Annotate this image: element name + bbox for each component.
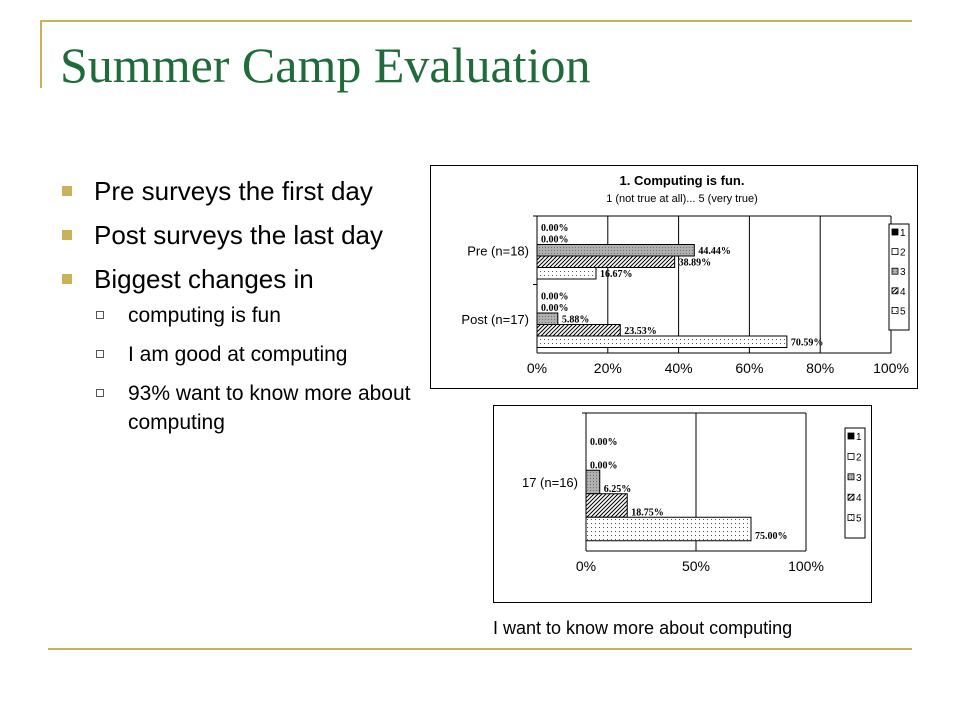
x-tick-label: 80% xyxy=(806,360,834,376)
legend-swatch xyxy=(891,228,899,236)
bar xyxy=(536,244,695,257)
bullet-item: Biggest changes in xyxy=(60,263,420,295)
legend-box xyxy=(888,223,910,331)
x-tick-label: 40% xyxy=(665,360,693,376)
data-label: 0.00% xyxy=(541,223,569,234)
sub-bullet-item: computing is fun xyxy=(94,301,428,330)
legend-label: 2 xyxy=(900,248,906,259)
data-label: 6.25% xyxy=(604,484,632,495)
x-tick-label: 100% xyxy=(873,360,909,376)
legend: 1 2 3 4 5 xyxy=(888,223,910,331)
bullet-list: Pre surveys the first day Post surveys t… xyxy=(60,175,420,447)
data-label: 5.88% xyxy=(562,315,590,326)
bar xyxy=(536,267,597,280)
sub-bullet-item: 93% want to know more about computing xyxy=(94,379,428,437)
data-label: 23.53% xyxy=(624,326,657,337)
data-label: 38.89% xyxy=(679,258,712,269)
chart-caption: I want to know more about computing xyxy=(493,618,793,638)
legend-label: 4 xyxy=(900,287,906,298)
data-label: 0.00% xyxy=(590,460,618,471)
chart-svg: 1. Computing is fun. 1 (not true at all).… xyxy=(461,173,910,376)
category-label: 17 (n=16) xyxy=(522,475,578,490)
square-bullet-icon xyxy=(62,274,72,284)
legend-label: 4 xyxy=(856,493,862,504)
legend-label: 5 xyxy=(900,306,906,317)
sub-bullet-text: computing is fun xyxy=(128,304,281,327)
data-label: 16.67% xyxy=(600,269,633,280)
hollow-square-bullet-icon xyxy=(96,350,104,358)
bullet-text: Biggest changes in xyxy=(94,264,314,294)
legend: 1 2 3 4 5 xyxy=(844,427,866,539)
legend-swatch xyxy=(847,493,855,501)
data-label: 75.00% xyxy=(755,531,788,542)
square-bullet-icon xyxy=(62,230,72,240)
bottom-rule xyxy=(48,648,912,650)
hollow-square-bullet-icon xyxy=(96,389,104,397)
x-tick-label: 50% xyxy=(682,558,710,574)
legend-swatch xyxy=(891,306,899,314)
x-tick-label: 20% xyxy=(594,360,622,376)
legend-swatch xyxy=(847,473,855,481)
legend-label: 3 xyxy=(900,267,906,278)
left-rule xyxy=(40,20,42,88)
bullet-text: Pre surveys the first day xyxy=(94,176,373,206)
data-label: 0.00% xyxy=(541,292,569,303)
computing-fun-chart: 1. Computing is fun. 1 (not true at all).… xyxy=(430,165,918,389)
bar xyxy=(536,312,559,325)
x-tick-label: 60% xyxy=(735,360,763,376)
legend-label: 1 xyxy=(856,432,862,443)
x-tick-label: 0% xyxy=(576,558,596,574)
bullet-item: Pre surveys the first day xyxy=(60,175,420,207)
legend-label: 2 xyxy=(856,452,862,463)
chart-title: 1. Computing is fun. xyxy=(620,173,745,188)
square-bullet-icon xyxy=(62,186,72,196)
legend-swatch xyxy=(847,514,855,521)
legend-label: 3 xyxy=(856,473,862,484)
sub-bullet-item: I am good at computing xyxy=(94,340,428,369)
sub-bullet-text: I am good at computing xyxy=(128,343,348,366)
know-more-chart: 0% 50% 100% 17 (n=16) 0.00% 0.00% 6.25% 18.75% 7… xyxy=(493,405,872,603)
chart-subtitle: 1 (not true at all)... 5 (very true) xyxy=(606,193,758,205)
bar xyxy=(585,469,601,495)
bar xyxy=(585,493,628,518)
category-label: Pre (n=18) xyxy=(467,243,529,258)
bullet-item: Post surveys the last day xyxy=(60,219,420,251)
legend-label: 1 xyxy=(900,228,906,239)
x-tick-label: 100% xyxy=(788,558,824,574)
top-rule xyxy=(40,20,912,22)
legend-swatch xyxy=(891,248,899,255)
bar xyxy=(536,335,788,348)
data-label: 0.00% xyxy=(541,235,569,246)
bar xyxy=(585,516,752,542)
category-label: Post (n=17) xyxy=(461,312,529,327)
data-label: 0.00% xyxy=(590,437,618,448)
data-label: 70.59% xyxy=(791,338,824,349)
bar xyxy=(536,255,676,268)
legend-swatch xyxy=(847,432,855,440)
x-tick-label: 0% xyxy=(527,360,547,376)
chart-svg: 0% 50% 100% 17 (n=16) 0.00% 0.00% 6.25% 18.75% 7… xyxy=(522,412,866,574)
legend-swatch xyxy=(847,453,855,460)
bullet-text: Post surveys the last day xyxy=(94,220,384,250)
page-title: Summer Camp Evaluation xyxy=(60,37,591,93)
bar xyxy=(536,324,621,337)
legend-label: 5 xyxy=(856,514,862,525)
data-label: 18.75% xyxy=(631,507,664,518)
hollow-square-bullet-icon xyxy=(96,311,104,319)
legend-box xyxy=(844,427,866,539)
legend-swatch xyxy=(891,267,899,275)
legend-swatch xyxy=(891,287,899,295)
data-label: 0.00% xyxy=(541,303,569,314)
sub-bullet-text: 93% want to know more about computing xyxy=(128,382,411,434)
data-label: 44.44% xyxy=(698,246,731,257)
